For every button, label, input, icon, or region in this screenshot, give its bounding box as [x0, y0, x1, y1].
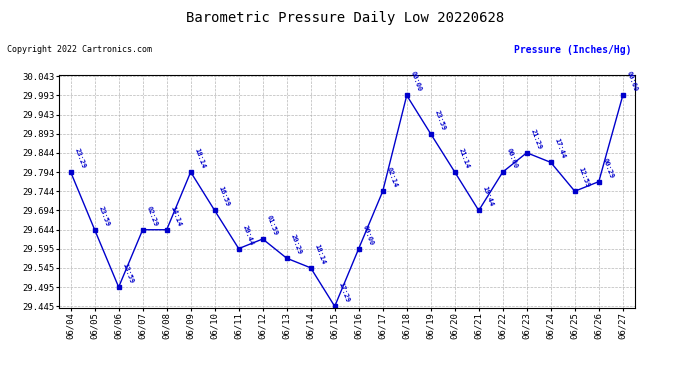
- Text: 00:00: 00:00: [506, 147, 518, 169]
- Text: 02:29: 02:29: [146, 205, 159, 227]
- Text: 17:44: 17:44: [553, 138, 566, 160]
- Text: 18:14: 18:14: [313, 243, 326, 265]
- Text: Pressure (Inches/Hg): Pressure (Inches/Hg): [514, 45, 631, 55]
- Text: 23:59: 23:59: [97, 205, 110, 227]
- Text: 23:29: 23:29: [73, 147, 86, 169]
- Text: 00:00: 00:00: [410, 70, 422, 93]
- Text: 16:59: 16:59: [217, 186, 230, 208]
- Text: 00:00: 00:00: [626, 70, 638, 93]
- Text: 00:29: 00:29: [602, 157, 615, 179]
- Text: 20:29: 20:29: [290, 233, 302, 255]
- Text: Copyright 2022 Cartronics.com: Copyright 2022 Cartronics.com: [7, 45, 152, 54]
- Text: Barometric Pressure Daily Low 20220628: Barometric Pressure Daily Low 20220628: [186, 11, 504, 25]
- Text: 01:59: 01:59: [266, 214, 278, 236]
- Text: 02:14: 02:14: [386, 166, 398, 189]
- Text: 12:59: 12:59: [578, 166, 591, 189]
- Text: 18:14: 18:14: [193, 147, 206, 169]
- Text: 13:59: 13:59: [121, 262, 135, 284]
- Text: 23:59: 23:59: [433, 109, 446, 131]
- Text: 00:00: 00:00: [362, 224, 375, 246]
- Text: 17:29: 17:29: [337, 282, 351, 304]
- Text: 21:14: 21:14: [457, 147, 471, 169]
- Text: 14:14: 14:14: [170, 205, 182, 227]
- Text: 21:29: 21:29: [529, 128, 542, 150]
- Text: 19:44: 19:44: [482, 186, 495, 208]
- Text: 20:44: 20:44: [241, 224, 255, 246]
